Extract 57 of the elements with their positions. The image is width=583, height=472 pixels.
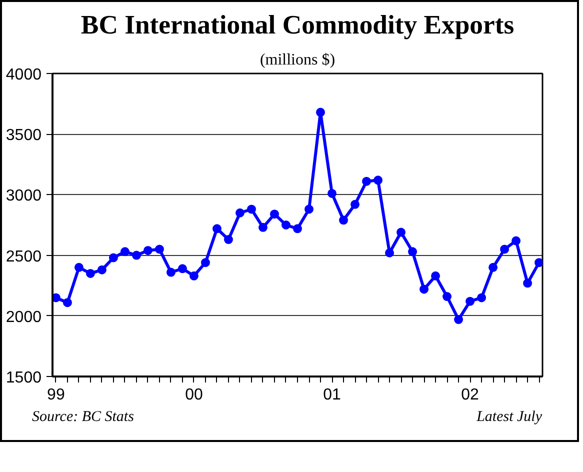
- point: [304, 204, 314, 214]
- point: [143, 246, 152, 255]
- point: [189, 271, 198, 280]
- text: Latest July: [476, 408, 542, 427]
- point: [488, 262, 498, 272]
- point: [246, 204, 256, 214]
- source-note: Source: BC Stats: [32, 408, 134, 427]
- point: [293, 224, 302, 234]
- point: [97, 265, 106, 274]
- point: [362, 176, 372, 186]
- point: [74, 262, 84, 272]
- y-tick-label: 4000: [6, 66, 42, 84]
- point: [212, 224, 222, 234]
- point: [523, 278, 532, 288]
- chart-subtitle: (millions $): [260, 52, 336, 68]
- point: [534, 258, 542, 268]
- point: [454, 315, 464, 324]
- y-tick-label: 2500: [6, 248, 42, 266]
- point: [132, 250, 141, 260]
- x-tick-label: 00: [185, 386, 203, 404]
- point: [86, 268, 95, 278]
- point: [178, 264, 187, 274]
- point: [442, 292, 452, 301]
- point: [258, 222, 268, 232]
- point: [500, 244, 510, 254]
- y-tick-label: 3000: [6, 188, 42, 205]
- y-tick-label: 1500: [6, 370, 42, 386]
- point: [512, 236, 521, 246]
- point: [477, 293, 486, 302]
- x-tick-label: 99: [47, 386, 65, 404]
- point: [316, 108, 326, 117]
- point: [154, 244, 164, 254]
- point: [270, 210, 279, 219]
- point: [374, 176, 383, 185]
- point: [396, 228, 406, 237]
- y-tick-label: 3500: [6, 127, 42, 144]
- x-tick-label: 01: [323, 386, 342, 404]
- point: [120, 247, 130, 256]
- point: [466, 296, 475, 306]
- point: [224, 235, 233, 244]
- point: [339, 216, 348, 225]
- point: [282, 220, 290, 230]
- point: [420, 284, 429, 294]
- point: [200, 258, 210, 268]
- chart-title: BC International Commodity Exports: [80, 10, 514, 40]
- point: [62, 298, 72, 308]
- point: [52, 293, 60, 302]
- point: [408, 247, 418, 256]
- point: [431, 271, 440, 280]
- x-tick-label: 02: [461, 386, 480, 404]
- point: [328, 188, 337, 198]
- point: [235, 208, 244, 218]
- point: [385, 248, 394, 258]
- point: [108, 253, 118, 262]
- y-tick-label: 2000: [6, 308, 42, 326]
- point: [350, 200, 360, 209]
- point: [166, 268, 176, 277]
